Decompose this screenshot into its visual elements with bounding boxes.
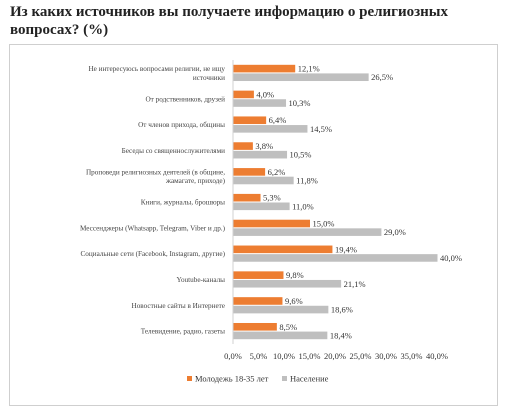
data-label-youth: 15,0% xyxy=(313,219,335,229)
x-tick-label: 10,0% xyxy=(273,351,295,361)
data-label-population: 14,5% xyxy=(310,124,332,134)
bar-population xyxy=(233,99,287,107)
data-label-population: 18,6% xyxy=(331,305,353,315)
data-label-youth: 6,2% xyxy=(268,167,286,177)
category-label-line: Мессенджеры (Whatsapp, Telegram, Viber и… xyxy=(80,224,226,232)
data-label-population: 10,5% xyxy=(290,150,312,160)
category-label-line: Беседы со священнослужителями xyxy=(122,147,226,155)
data-label-population: 40,0% xyxy=(440,253,462,263)
category-label: От родственников, друзей xyxy=(145,95,225,103)
category-label: Не интересуюсь вопросами религии, не ищу… xyxy=(88,65,225,82)
legend-swatch-population xyxy=(282,376,287,381)
category-label: От членов прихода, общины xyxy=(138,121,225,129)
x-tick-label: 25,0% xyxy=(350,351,372,361)
category-label-line: Youtube-каналы xyxy=(176,276,225,284)
data-label-population: 29,0% xyxy=(384,227,406,237)
chart-heading-line2: вопросах? (%) xyxy=(10,22,109,38)
bar-population xyxy=(233,331,328,340)
chart-heading-line1: Из каких источников вы получаете информа… xyxy=(10,4,448,20)
bar-youth xyxy=(233,116,267,125)
x-tick-label: 0,0% xyxy=(224,351,242,361)
data-label-population: 11,0% xyxy=(292,201,314,211)
bar-population xyxy=(233,202,290,211)
data-label-population: 11,8% xyxy=(296,175,318,185)
x-tick-label: 30,0% xyxy=(375,351,397,361)
data-label-youth: 6,4% xyxy=(269,115,287,125)
data-label-youth: 12,1% xyxy=(298,64,320,74)
bar-population xyxy=(233,254,438,262)
bar-youth xyxy=(233,322,277,331)
x-tick-label: 40,0% xyxy=(426,351,448,361)
category-label-line: От членов прихода, общины xyxy=(138,121,225,129)
category-label: Социальные сети (Facebook, Instagram, др… xyxy=(80,250,225,258)
category-label-line: От родственников, друзей xyxy=(145,95,225,103)
data-label-population: 10,3% xyxy=(289,98,311,108)
bar-population xyxy=(233,176,294,185)
data-label-youth: 9,8% xyxy=(286,270,304,280)
x-tick-label: 5,0% xyxy=(250,351,268,361)
data-label-youth: 3,8% xyxy=(255,141,273,151)
data-label-population: 21,1% xyxy=(344,279,366,289)
bar-youth xyxy=(233,64,296,73)
category-label: Беседы со священнослужителями xyxy=(122,147,226,155)
data-label-youth: 5,3% xyxy=(263,193,281,203)
category-label-line: Не интересуюсь вопросами религии, не ищу xyxy=(88,65,225,73)
bar-population xyxy=(233,125,308,133)
bar-population xyxy=(233,279,342,288)
category-label: Телевидение, радио, газеты xyxy=(141,328,225,336)
category-label-line: жамагате, приходе) xyxy=(165,177,226,185)
category-label: Проповеди религиозных деятелей (в общине… xyxy=(86,168,226,185)
bar-youth xyxy=(233,245,333,254)
x-tick-label: 15,0% xyxy=(299,351,321,361)
category-label: Мессенджеры (Whatsapp, Telegram, Viber и… xyxy=(80,224,226,232)
bar-population xyxy=(233,73,369,82)
legend-label-population: Население xyxy=(290,373,329,383)
x-tick-label: 20,0% xyxy=(324,351,346,361)
category-label-line: источники xyxy=(193,74,225,82)
data-label-youth: 19,4% xyxy=(335,244,357,254)
data-label-youth: 9,6% xyxy=(285,296,303,306)
category-label-line: Проповеди религиозных деятелей (в общине… xyxy=(86,168,225,176)
bar-population xyxy=(233,305,329,314)
bar-youth xyxy=(233,90,254,99)
bar-youth xyxy=(233,193,261,202)
category-label-line: Книги, журналы, брошюры xyxy=(141,199,225,207)
category-label-line: Новостные сайты в Интернете xyxy=(132,302,226,310)
data-label-population: 26,5% xyxy=(371,72,393,82)
chart-heading: Из каких источников вы получаете информа… xyxy=(10,3,500,39)
category-label: Новостные сайты в Интернете xyxy=(132,302,226,310)
bar-population xyxy=(233,150,288,159)
bar-youth xyxy=(233,219,310,228)
category-label: Книги, журналы, брошюры xyxy=(141,199,225,207)
data-label-youth: 8,5% xyxy=(279,322,297,332)
category-label: Youtube-каналы xyxy=(176,276,225,284)
legend-swatch-youth xyxy=(187,376,192,381)
bar-youth xyxy=(233,142,253,150)
bar-youth xyxy=(233,271,284,279)
category-label-line: Социальные сети (Facebook, Instagram, др… xyxy=(80,250,225,258)
legend-label-youth: Молодежь 18-35 лет xyxy=(195,373,269,383)
data-label-population: 18,4% xyxy=(330,330,352,340)
bar-population xyxy=(233,228,382,236)
data-label-youth: 4,0% xyxy=(256,89,274,99)
bar-youth xyxy=(233,168,266,176)
category-label-line: Телевидение, радио, газеты xyxy=(141,328,225,336)
bar-youth xyxy=(233,297,283,305)
x-tick-label: 35,0% xyxy=(401,351,423,361)
